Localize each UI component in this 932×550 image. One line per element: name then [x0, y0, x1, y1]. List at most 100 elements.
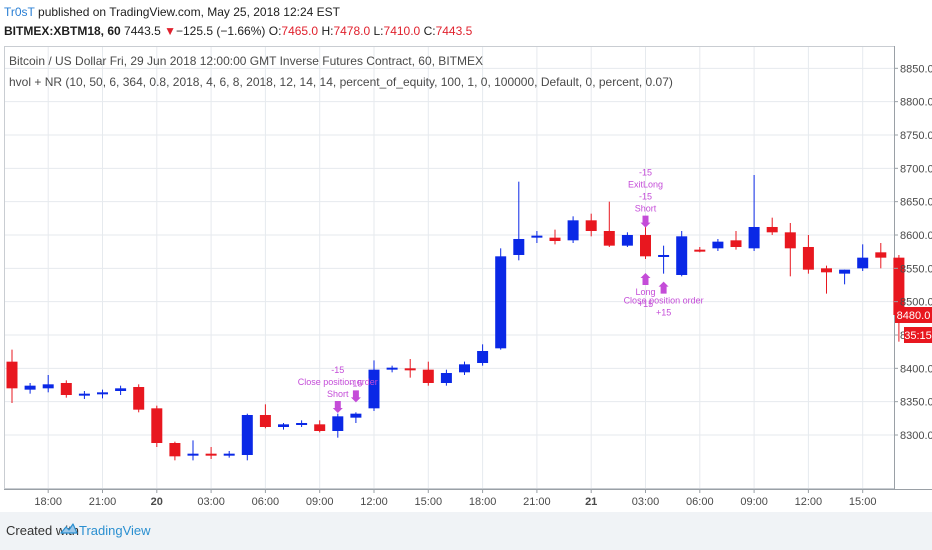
candle-body [875, 252, 887, 258]
candle [567, 216, 579, 243]
publisher-user-link[interactable]: Tr0sT [4, 5, 35, 19]
y-tick-label: 8300.0 [900, 430, 932, 442]
candle-body [730, 240, 742, 247]
candle [151, 405, 163, 448]
candle-body [278, 424, 289, 427]
candle [748, 174, 760, 251]
footer: Created with TradingView [0, 512, 932, 550]
x-tick-label: 03:00 [197, 496, 225, 508]
candle-body [658, 254, 670, 257]
candle [621, 232, 633, 247]
last-price-tag-label: 8480.0 [897, 310, 931, 322]
candle-body [151, 408, 163, 444]
candle-body [314, 424, 326, 431]
close-value: 7443.5 [435, 24, 473, 38]
candle [658, 245, 670, 274]
candle [332, 413, 344, 438]
candle-body [712, 241, 724, 249]
candle [821, 265, 832, 294]
plot-border [4, 46, 895, 489]
high-label: H: [321, 24, 334, 38]
candle-body [640, 234, 651, 257]
candle [404, 358, 416, 378]
candle [42, 374, 54, 393]
low-label: L: [373, 24, 384, 38]
signal-arrow-down-icon [332, 400, 343, 413]
signal-arrow-up-icon [658, 281, 669, 294]
y-tick-label: 8700.0 [900, 163, 932, 175]
candle [839, 269, 851, 285]
candle [766, 217, 778, 235]
candle [259, 404, 271, 429]
candle [115, 385, 127, 395]
candle [60, 380, 72, 398]
x-tick-label: 12:00 [360, 496, 388, 508]
price-change: −125.5 (−1.66%) [175, 24, 266, 38]
trade-signal: Long +15 [635, 272, 656, 309]
change-arrow-icon: ▼ [164, 24, 176, 38]
last-price: 7443.5 [124, 24, 161, 38]
candle [78, 390, 90, 399]
x-tick-label: 12:00 [795, 496, 823, 508]
symbol-label[interactable]: BITMEX:XBTM18, 60 [4, 24, 121, 38]
candle [241, 413, 253, 461]
candle-body [404, 368, 416, 371]
signal-label: Long [635, 287, 655, 297]
trade-signal: Short -15 ExitLong -15 [628, 168, 663, 228]
candle-body [78, 393, 90, 396]
candle-body [748, 226, 760, 249]
y-tick-label: 8350.0 [900, 397, 932, 409]
candle-body [259, 414, 271, 427]
tradingview-logo-icon[interactable] [60, 521, 78, 537]
candles-layer [6, 174, 905, 461]
y-tick-label: 8800.0 [900, 97, 932, 109]
time-axis-ticks: 18:00 21:00 20 03:00 06:00 09:00 12:00 15:00 18:… [34, 489, 876, 508]
candle-body [24, 385, 36, 390]
countdown-tag [904, 326, 932, 343]
publisher-line: Tr0sT published on TradingView.com, May … [4, 5, 340, 19]
created-with-text: Created with [6, 523, 79, 538]
candle-body [694, 249, 706, 252]
candle [440, 369, 452, 386]
candle-body [169, 443, 181, 457]
candle-body [603, 230, 615, 246]
signal-arrow-down-icon [350, 390, 361, 403]
candle-body [187, 453, 199, 456]
low-value: 7410.0 [383, 24, 421, 38]
x-tick-label: 09:00 [740, 496, 768, 508]
candle-body [676, 236, 688, 275]
chart-title: Bitcoin / US Dollar Fri, 29 Jun 2018 12:… [9, 54, 483, 68]
price-chart[interactable]: Bitcoin / US Dollar Fri, 29 Jun 2018 12:… [0, 42, 932, 512]
candle-body [495, 256, 507, 349]
candle [459, 361, 470, 375]
candle [603, 201, 615, 247]
signal-arrow-down-icon [640, 215, 651, 228]
candle [296, 420, 308, 427]
candle-body [6, 361, 18, 389]
candle-body [549, 237, 561, 241]
signal-label: -15 [639, 192, 652, 202]
candle-body [893, 257, 905, 315]
chart-header: Tr0sT published on TradingView.com, May … [0, 0, 932, 42]
tradingview-brand-link[interactable]: TradingView [79, 523, 151, 538]
candle [513, 181, 525, 261]
x-tick-label: 15:00 [849, 496, 877, 508]
signal-label: +15 [656, 308, 671, 318]
candle-body [386, 367, 398, 370]
candle-body [332, 416, 344, 431]
signal-label: -15 [331, 365, 344, 375]
candle [477, 344, 489, 366]
candle-body [585, 220, 597, 231]
trade-signal: Close position order+15 [624, 281, 704, 318]
open-label: O: [268, 24, 282, 38]
candle-body [296, 422, 308, 425]
candle-body [857, 257, 869, 269]
signal-arrow-up-icon [640, 272, 651, 285]
candle-body [97, 392, 108, 395]
candle [422, 361, 434, 386]
candle [802, 234, 814, 274]
x-tick-label: 09:00 [306, 496, 334, 508]
y-tick-label: 8750.0 [900, 130, 932, 142]
candle [893, 254, 905, 342]
